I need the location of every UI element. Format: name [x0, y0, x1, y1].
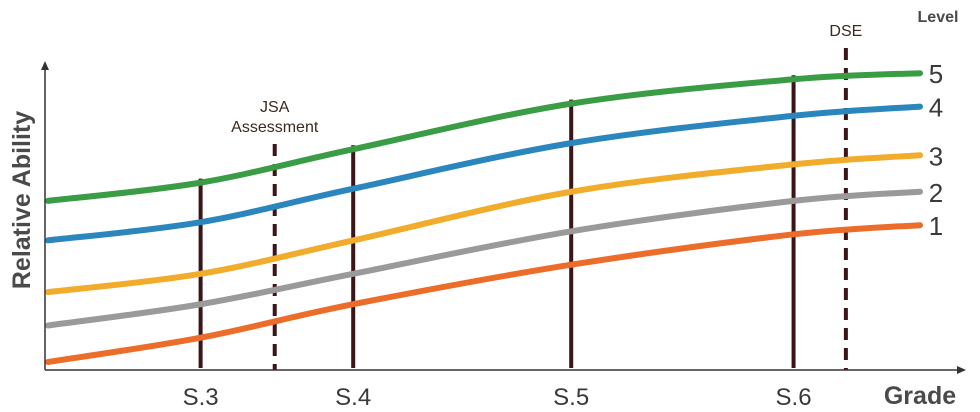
level-4-label: 4: [929, 93, 943, 123]
x-axis-title: Grade: [884, 382, 956, 410]
y-axis-arrow: [41, 61, 49, 70]
x-axis-arrow: [957, 366, 966, 374]
axes: [41, 61, 966, 374]
x-tick-label: S.3: [183, 384, 219, 411]
x-tick-label: S.5: [553, 384, 589, 411]
level-4-line: [45, 103, 923, 244]
legend-title: Level: [918, 9, 959, 26]
level-1-label: 1: [929, 211, 943, 241]
x-tick-label: S.4: [335, 384, 371, 411]
level-5-label: 5: [929, 59, 943, 89]
level-2-line: [45, 188, 923, 329]
annotation-label: DSE: [829, 23, 862, 40]
y-axis-title: Relative Ability: [8, 111, 36, 289]
x-tick-labels: S.3 S.4 S.5 S.6: [183, 384, 812, 411]
level-3-line: [45, 152, 923, 296]
x-tick-label: S.6: [776, 384, 812, 411]
level-labels: 5 4 3 21: [929, 59, 943, 241]
level-3-label: 3: [929, 141, 943, 171]
annotation-label: Assessment: [231, 119, 319, 136]
level-5-line: [45, 70, 923, 204]
annotation-label: JSA: [260, 99, 290, 116]
level-2-label: 2: [929, 178, 943, 208]
level-lines: [45, 70, 923, 365]
level-1-line: [45, 222, 923, 365]
annotations: JSA Assessment DSE: [231, 23, 862, 136]
